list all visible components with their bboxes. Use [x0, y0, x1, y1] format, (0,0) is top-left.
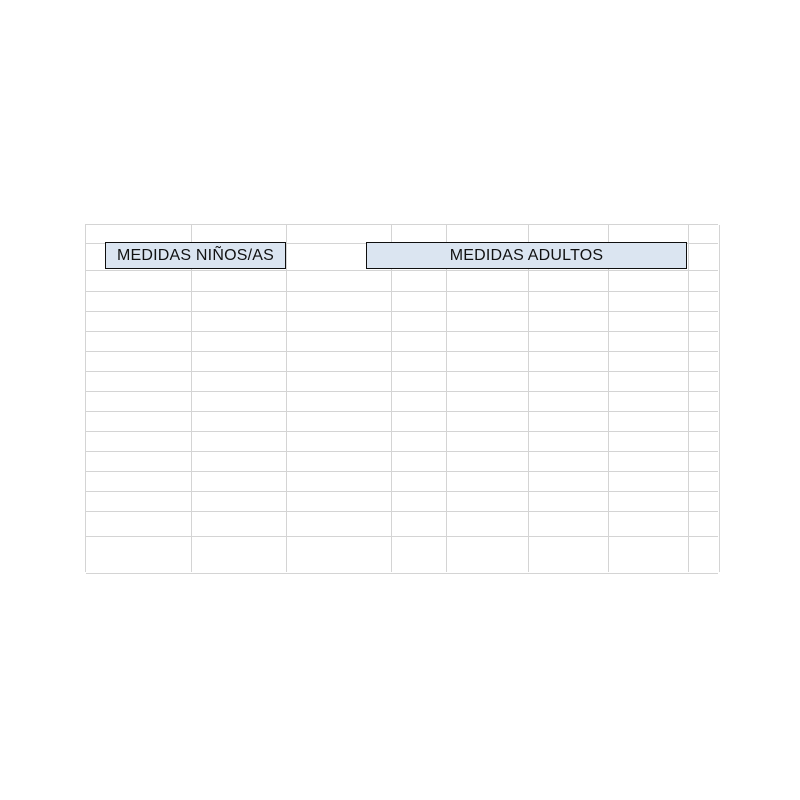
- grid-column-line: [608, 225, 609, 572]
- grid-column-line: [719, 225, 720, 572]
- grid-row-line: [86, 411, 718, 412]
- grid-row-line: [86, 451, 718, 452]
- grid-row-line: [86, 491, 718, 492]
- grid-row-line: [86, 291, 718, 292]
- kids-measurements-banner: MEDIDAS NIÑOS/AS: [105, 242, 286, 269]
- grid-row-line: [86, 511, 718, 512]
- adults-banner-label: MEDIDAS ADULTOS: [449, 246, 604, 264]
- adults-measurements-banner: MEDIDAS ADULTOS: [366, 242, 687, 269]
- grid-column-line: [191, 225, 192, 572]
- spreadsheet-grid: [85, 224, 720, 574]
- grid-row-line: [86, 351, 718, 352]
- grid-row-line: [86, 536, 718, 537]
- kids-banner-label: MEDIDAS NIÑOS/AS: [116, 246, 274, 264]
- grid-row-line: [86, 471, 718, 472]
- grid-row-line: [86, 270, 718, 271]
- grid-row-line: [86, 311, 718, 312]
- grid-column-line: [286, 225, 287, 572]
- grid-row-line: [86, 391, 718, 392]
- grid-row-line: [86, 573, 718, 574]
- grid-column-line: [688, 225, 689, 572]
- grid-column-line: [391, 225, 392, 572]
- grid-row-line: [86, 431, 718, 432]
- grid-column-line: [446, 225, 447, 572]
- grid-row-line: [86, 371, 718, 372]
- grid-column-line: [528, 225, 529, 572]
- grid-row-line: [86, 331, 718, 332]
